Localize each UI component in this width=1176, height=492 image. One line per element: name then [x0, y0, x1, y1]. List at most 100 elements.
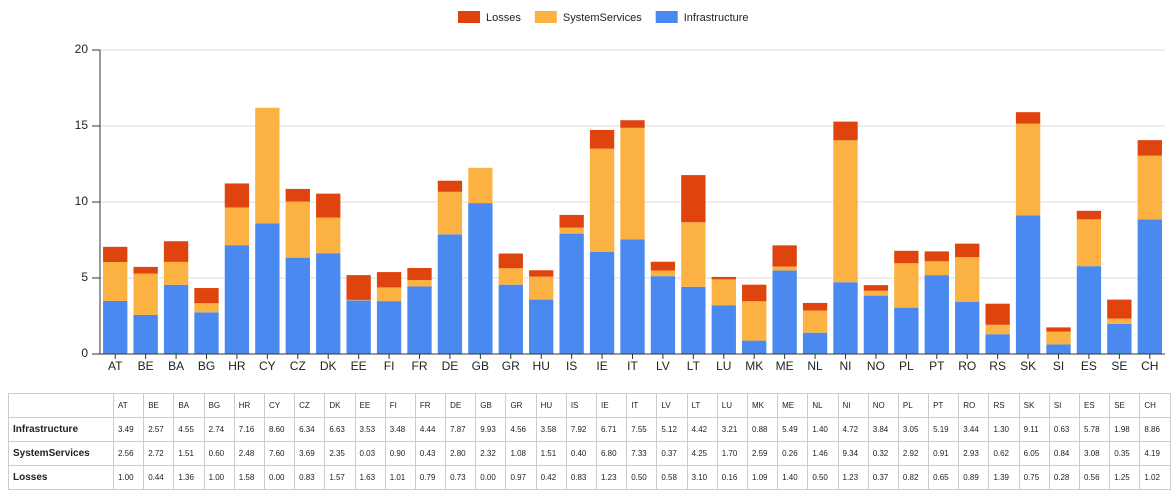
x-tick-label: EE — [351, 359, 367, 373]
table-cell: PT — [928, 393, 960, 418]
table-cell: 4.56 — [505, 417, 537, 442]
bar-segment — [1076, 210, 1102, 220]
table-cell: 0.50 — [807, 465, 839, 490]
bar-segment — [1137, 155, 1162, 220]
table-cell: 7.33 — [626, 441, 658, 466]
table-cell: 7.92 — [565, 417, 598, 442]
bar-segment — [589, 129, 615, 149]
table-cell: 1.09 — [746, 465, 779, 490]
table-cell: 3.53 — [354, 417, 386, 442]
table-cell: CH — [1139, 393, 1171, 418]
legend-label: SystemServices — [563, 12, 642, 24]
x-tick-label: BA — [168, 359, 184, 373]
table-cell: 4.72 — [837, 417, 869, 442]
bar-segment — [468, 203, 493, 354]
table-cell: 2.56 — [112, 441, 145, 466]
table-cell: 7.87 — [445, 417, 477, 442]
table-cell: AT — [112, 393, 145, 418]
bar-segment — [194, 288, 219, 304]
table-cell: 0.83 — [294, 465, 326, 490]
table-cell: 1.39 — [988, 465, 1020, 490]
table-cell: LV — [656, 393, 688, 418]
table-row: AT BE BA BG HR CY CZ DK EE FI FR DE GB GR HU IS IE IT LV LT… — [8, 393, 1171, 418]
table-cell: 3.69 — [294, 441, 326, 466]
bar-segment — [437, 191, 463, 235]
bar-segment — [529, 276, 554, 300]
bar-segment — [924, 251, 949, 262]
table-cell: 1.51 — [173, 441, 205, 466]
bar-segment — [924, 275, 949, 354]
bar-segment — [529, 299, 554, 354]
x-tick-label: NI — [840, 359, 852, 373]
bar-segment — [133, 273, 158, 315]
table-cell: 2.35 — [324, 441, 356, 466]
bar-segment — [955, 243, 980, 258]
table-cell: 5.12 — [656, 417, 688, 442]
table-cell: DK — [324, 393, 356, 418]
table-cell: 2.48 — [233, 441, 265, 466]
table-cell: 0.37 — [867, 465, 899, 490]
bar-segment — [863, 285, 889, 291]
table-cell: CY — [263, 393, 296, 418]
bar-segment — [316, 193, 341, 218]
legend-label: Infrastructure — [684, 12, 749, 24]
bar-segment — [1107, 318, 1132, 324]
table-cell: 2.80 — [445, 441, 477, 466]
table-cell: RO — [958, 393, 990, 418]
x-tick-label: RO — [958, 359, 976, 373]
table-cell: 1.00 — [203, 465, 235, 490]
table-cell: RS — [988, 393, 1020, 418]
bar-segment — [802, 310, 828, 333]
data-table: AT BE BA BG HR CY CZ DK EE FI FR DE GB GR HU IS IE IT LV LT… — [8, 393, 1171, 490]
legend-swatch — [534, 11, 557, 23]
table-cell: 0.65 — [928, 465, 960, 490]
bar-segment — [833, 282, 858, 354]
table-cell: FR — [414, 393, 447, 418]
table-cell: ME — [777, 393, 809, 418]
table-cell: FI — [384, 393, 416, 418]
bar-segment — [894, 307, 919, 354]
table-cell: 0.56 — [1078, 465, 1111, 490]
table-row: Infrastructure 3.49 2.57 4.55 2.74 7.16 8.60 6.… — [8, 417, 1171, 442]
table-cell: 4.55 — [173, 417, 205, 442]
bar-segment — [742, 284, 767, 302]
bar-segment — [316, 253, 341, 354]
table-cell: 0.60 — [203, 441, 235, 466]
table-cell: 0.83 — [565, 465, 598, 490]
table-cell: SI — [1048, 393, 1081, 418]
table-cell: 0.79 — [414, 465, 447, 490]
table-cell: 4.44 — [414, 417, 447, 442]
x-tick-label: MK — [745, 359, 763, 373]
table-cell: 3.58 — [535, 417, 567, 442]
table-cell: MK — [746, 393, 779, 418]
table-cell: SystemServices — [8, 441, 114, 466]
legend-label: Losses — [486, 12, 521, 24]
table-cell: 0.00 — [475, 465, 507, 490]
x-tick-label: BE — [138, 359, 154, 373]
bar-segment — [589, 252, 615, 354]
x-tick-label: HU — [533, 359, 550, 373]
table-cell: 3.10 — [686, 465, 718, 490]
legend-swatch — [458, 11, 480, 23]
bar-segment — [742, 301, 767, 341]
table-cell: 1.57 — [324, 465, 356, 490]
bar-segment — [194, 312, 219, 354]
x-tick-label: CH — [1141, 359, 1158, 373]
table-cell: 8.86 — [1139, 417, 1171, 442]
table-cell: GR — [505, 393, 537, 418]
table-cell: BG — [203, 393, 235, 418]
bar-segment — [985, 303, 1010, 325]
table-cell: 9.34 — [837, 441, 869, 466]
bar-segment — [650, 270, 676, 277]
bar-segment — [163, 284, 189, 354]
x-tick-label: ME — [776, 359, 794, 373]
table-cell: 9.11 — [1018, 417, 1050, 442]
bar-segment — [802, 302, 828, 311]
x-tick-label: PL — [899, 359, 914, 373]
table-cell: 6.80 — [595, 441, 628, 466]
bar-segment — [498, 253, 523, 269]
table-cell: 8.60 — [263, 417, 296, 442]
table-cell: 0.82 — [897, 465, 930, 490]
bar-segment — [346, 300, 371, 354]
x-tick-label: IT — [627, 359, 638, 373]
